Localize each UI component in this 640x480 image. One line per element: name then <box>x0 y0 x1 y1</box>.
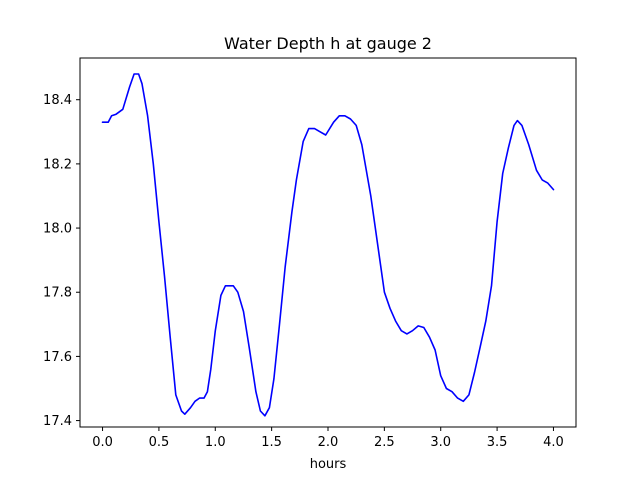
x-tick-label: 2.0 <box>318 435 339 450</box>
x-tick-label: 3.0 <box>430 435 451 450</box>
x-axis: 0.0 0.5 1.0 1.5 2.0 2.5 3.0 3.5 4.0 <box>92 427 564 450</box>
plot-area <box>79 57 577 428</box>
x-tick-label: 1.5 <box>261 435 282 450</box>
y-tick-label: 17.6 <box>43 350 72 365</box>
x-tick-label: 1.0 <box>205 435 226 450</box>
chart-title: Water Depth h at gauge 2 <box>224 34 432 53</box>
y-tick-label: 18.4 <box>43 93 72 108</box>
x-tick-label: 0.0 <box>92 435 113 450</box>
y-tick-label: 18.0 <box>43 222 72 237</box>
x-tick-label: 4.0 <box>543 435 564 450</box>
y-axis: 17.4 17.6 17.8 18.0 18.2 18.4 <box>43 93 80 429</box>
x-tick-label: 2.5 <box>374 435 395 450</box>
series-layer <box>101 73 555 417</box>
x-axis-title: hours <box>310 457 347 472</box>
x-tick-label: 3.5 <box>487 435 508 450</box>
y-tick-label: 17.8 <box>43 286 72 301</box>
x-tick-label: 0.5 <box>149 435 170 450</box>
y-tick-label: 18.2 <box>43 157 72 172</box>
series-line <box>101 73 555 417</box>
plot-background <box>80 58 576 427</box>
y-tick-label: 17.4 <box>43 414 72 429</box>
